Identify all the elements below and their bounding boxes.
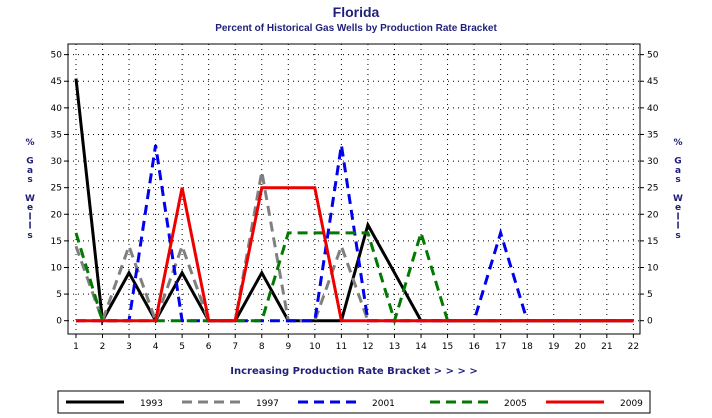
y-tick-label-right: 20 xyxy=(647,210,659,220)
x-tick-label: 2 xyxy=(100,342,106,352)
y-axis-label-char: l xyxy=(28,222,31,232)
x-tick-label: 3 xyxy=(126,342,132,352)
x-tick-label: 4 xyxy=(153,342,159,352)
legend-label-1993: 1993 xyxy=(140,399,163,409)
y-axis-label-char: W xyxy=(673,194,683,204)
y-axis-label-char: e xyxy=(27,203,33,213)
x-tick-label: 13 xyxy=(389,342,400,352)
x-tick-label: 8 xyxy=(259,342,265,352)
series-group xyxy=(74,78,634,326)
y-tick-label: 35 xyxy=(51,130,62,140)
y-axis-label-char: % xyxy=(25,138,34,148)
x-tick-label: 15 xyxy=(442,342,453,352)
legend: 1993 1997 2001 2005 2009 xyxy=(66,399,643,409)
y-axis-label-char: l xyxy=(28,212,31,222)
y-axis-label-char: l xyxy=(676,212,679,222)
y-tick-label-right: 30 xyxy=(647,157,659,167)
chart-title: Florida xyxy=(333,4,380,20)
y-tick-label: 10 xyxy=(51,263,63,273)
y-axis-label-char: s xyxy=(675,175,680,185)
y-axis-label-char: l xyxy=(676,222,679,232)
y-axis-right: 0 5 10 15 20 25 30 35 40 45 50 xyxy=(640,51,659,327)
y-axis-label-char: s xyxy=(27,231,32,241)
legend-label-2005: 2005 xyxy=(504,399,527,409)
x-tick-label: 22 xyxy=(628,342,639,352)
series-line-2009 xyxy=(76,186,634,323)
x-axis: 1 2 3 4 5 6 7 8 9 10 11 12 13 14 15 16 17 18 19 20 21 22 xyxy=(73,334,639,352)
y-tick-label-right: 15 xyxy=(647,237,658,247)
y-axis-label-char: s xyxy=(27,175,32,185)
x-tick-label: 21 xyxy=(601,342,612,352)
y-tick-label-right: 40 xyxy=(647,104,659,114)
y-tick-label: 0 xyxy=(56,317,62,327)
y-tick-label-right: 25 xyxy=(647,184,658,194)
y-axis-label-char: % xyxy=(673,138,682,148)
y-tick-label: 45 xyxy=(51,77,62,87)
x-tick-label: 5 xyxy=(179,342,185,352)
y-tick-label: 5 xyxy=(56,290,62,300)
x-tick-label: 20 xyxy=(575,342,587,352)
y-axis-label-char: e xyxy=(675,203,681,213)
y-tick-label: 50 xyxy=(51,51,63,61)
x-tick-label: 9 xyxy=(285,342,291,352)
y-tick-label: 15 xyxy=(51,237,62,247)
legend-label-1997: 1997 xyxy=(256,399,279,409)
x-tick-label: 14 xyxy=(415,342,427,352)
x-tick-label: 7 xyxy=(232,342,238,352)
y-tick-label: 40 xyxy=(51,104,63,114)
x-tick-label: 17 xyxy=(495,342,506,352)
grid xyxy=(68,44,640,334)
x-axis-label: Increasing Production Rate Bracket > > >… xyxy=(230,366,478,377)
y-tick-label-right: 35 xyxy=(647,130,658,140)
x-tick-label: 18 xyxy=(521,342,533,352)
y-tick-label-right: 0 xyxy=(647,317,653,327)
legend-label-2001: 2001 xyxy=(372,399,395,409)
y-tick-label: 25 xyxy=(51,184,62,194)
y-axis-left: 0 5 10 15 20 25 30 35 40 45 50 xyxy=(51,51,68,327)
y-axis-label-char: a xyxy=(27,166,33,176)
x-tick-label: 12 xyxy=(362,342,373,352)
y-axis-label-char: a xyxy=(675,166,681,176)
y-tick-label: 20 xyxy=(51,210,63,220)
y-tick-label-right: 10 xyxy=(647,263,659,273)
chart-subtitle: Percent of Historical Gas Wells by Produ… xyxy=(215,23,497,34)
plot-frame xyxy=(67,43,641,335)
y-tick-label-right: 45 xyxy=(647,77,658,87)
y-tick-label: 30 xyxy=(51,157,63,167)
y-axis-label-char: G xyxy=(26,157,33,167)
legend-label-2009: 2009 xyxy=(620,399,643,409)
y-axis-label-char: W xyxy=(25,194,35,204)
x-tick-label: 10 xyxy=(309,342,321,352)
y-tick-label-right: 50 xyxy=(647,51,659,61)
x-tick-label: 19 xyxy=(548,342,560,352)
x-tick-label: 1 xyxy=(73,342,79,352)
y-axis-label-char: G xyxy=(674,157,681,167)
x-tick-label: 16 xyxy=(468,342,480,352)
y-tick-label-right: 5 xyxy=(647,290,653,300)
y-axis-label-char: s xyxy=(675,231,680,241)
x-tick-label: 6 xyxy=(206,342,212,352)
x-tick-label: 11 xyxy=(336,342,347,352)
